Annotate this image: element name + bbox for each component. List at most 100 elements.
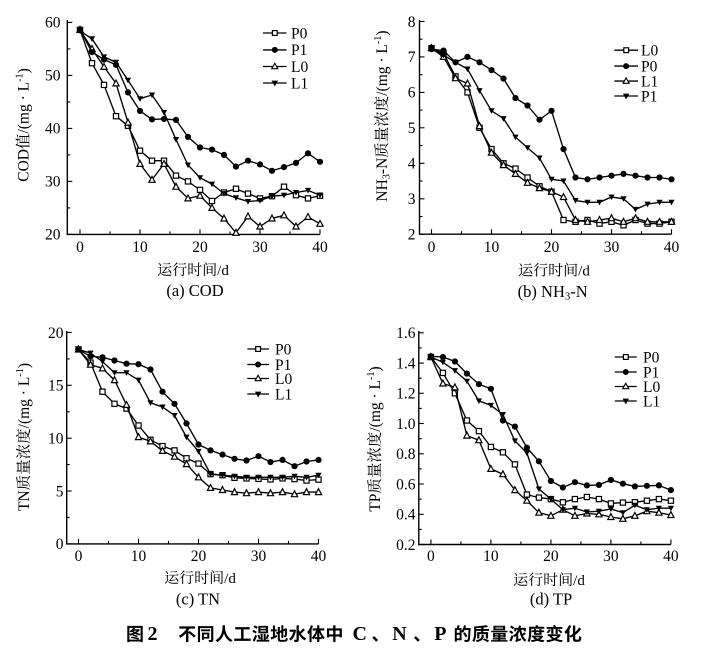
svg-text:0.4: 0.4 xyxy=(396,507,416,524)
svg-text:/d: /d xyxy=(224,571,236,587)
svg-text:40: 40 xyxy=(664,239,680,256)
svg-text:/d: /d xyxy=(217,263,229,279)
svg-text:P: P xyxy=(434,623,446,645)
svg-text:20: 20 xyxy=(543,548,559,565)
svg-text:P0: P0 xyxy=(641,58,658,75)
svg-text:20: 20 xyxy=(192,239,208,256)
svg-text:L0: L0 xyxy=(275,371,292,388)
svg-text:20: 20 xyxy=(544,239,560,256)
svg-text:1.6: 1.6 xyxy=(396,325,416,342)
svg-text:P0: P0 xyxy=(291,25,308,42)
svg-text:): ) xyxy=(16,68,33,73)
svg-text:-N: -N xyxy=(570,282,587,301)
svg-text:-N: -N xyxy=(374,158,391,174)
svg-text:40: 40 xyxy=(45,121,61,138)
svg-text:TP: TP xyxy=(367,494,384,512)
svg-text:COD: COD xyxy=(16,149,33,182)
svg-text:3: 3 xyxy=(408,191,416,208)
svg-text:10: 10 xyxy=(132,239,148,256)
svg-text:0.8: 0.8 xyxy=(396,446,416,463)
svg-text:2: 2 xyxy=(148,623,158,645)
svg-text:L1: L1 xyxy=(643,393,660,410)
svg-text:0: 0 xyxy=(428,239,436,256)
svg-text:NH: NH xyxy=(374,179,391,201)
svg-text:5: 5 xyxy=(56,483,64,500)
svg-text:0.6: 0.6 xyxy=(396,476,416,493)
svg-text:P1: P1 xyxy=(643,364,659,381)
svg-text:(c) TN: (c) TN xyxy=(176,590,220,609)
svg-text:30: 30 xyxy=(45,174,61,191)
svg-text:30: 30 xyxy=(603,548,619,565)
svg-text:8: 8 xyxy=(408,14,416,31)
svg-text:40: 40 xyxy=(663,548,679,565)
svg-text:-1: -1 xyxy=(373,36,384,45)
svg-text:L1: L1 xyxy=(641,73,658,90)
svg-text:/(mg: /(mg xyxy=(367,402,384,432)
svg-text:1.2: 1.2 xyxy=(396,386,415,403)
svg-text:/(mg: /(mg xyxy=(374,66,391,96)
svg-text:L0: L0 xyxy=(641,43,658,60)
svg-text:): ) xyxy=(374,30,391,35)
svg-text:0: 0 xyxy=(56,536,64,553)
svg-text:7: 7 xyxy=(408,49,416,66)
svg-text:10: 10 xyxy=(131,548,147,565)
svg-text:C: C xyxy=(353,623,367,645)
svg-text:/d: /d xyxy=(573,573,585,589)
svg-text:10: 10 xyxy=(48,431,64,448)
svg-text:(b) NH: (b) NH xyxy=(518,282,565,301)
svg-text:6: 6 xyxy=(408,85,416,102)
svg-text:L1: L1 xyxy=(275,386,292,403)
svg-text:1.0: 1.0 xyxy=(396,416,416,433)
svg-text:(d) TP: (d) TP xyxy=(530,589,572,608)
svg-text:0: 0 xyxy=(76,239,84,256)
svg-text:L: L xyxy=(16,82,33,91)
svg-text:L0: L0 xyxy=(291,59,308,76)
svg-text:·: · xyxy=(374,54,391,67)
svg-text:P1: P1 xyxy=(275,357,291,374)
svg-text:P1: P1 xyxy=(291,42,307,59)
svg-text:10: 10 xyxy=(484,239,500,256)
svg-text:1.4: 1.4 xyxy=(396,355,416,372)
svg-text:0.2: 0.2 xyxy=(396,537,415,554)
svg-text:-1: -1 xyxy=(366,371,377,380)
svg-text:30: 30 xyxy=(251,548,267,565)
svg-text:L: L xyxy=(374,44,391,53)
svg-text:P0: P0 xyxy=(275,341,292,358)
svg-text:/d: /d xyxy=(578,263,590,279)
svg-text:-1: -1 xyxy=(15,73,26,82)
svg-text:P1: P1 xyxy=(641,88,657,105)
svg-text:(a) COD: (a) COD xyxy=(166,281,223,300)
svg-text:50: 50 xyxy=(45,68,61,85)
svg-text:0: 0 xyxy=(75,548,83,565)
svg-text:3: 3 xyxy=(565,290,571,302)
svg-text:20: 20 xyxy=(191,548,207,565)
svg-text:0: 0 xyxy=(427,548,435,565)
svg-text:40: 40 xyxy=(311,548,327,565)
svg-text:/(mg: /(mg xyxy=(16,104,33,134)
svg-text:40: 40 xyxy=(312,239,328,256)
svg-text:L: L xyxy=(16,377,33,386)
svg-text:2: 2 xyxy=(408,227,416,244)
svg-text:3: 3 xyxy=(381,174,392,179)
svg-text:15: 15 xyxy=(48,378,64,395)
svg-text:5: 5 xyxy=(408,120,416,137)
svg-text:60: 60 xyxy=(45,15,61,32)
svg-text:L1: L1 xyxy=(291,75,308,92)
svg-text:TN: TN xyxy=(16,490,33,511)
svg-text:·: · xyxy=(16,386,33,399)
svg-text:P0: P0 xyxy=(643,349,660,366)
svg-text:): ) xyxy=(367,366,384,371)
svg-text:4: 4 xyxy=(408,156,416,173)
svg-text:L0: L0 xyxy=(643,379,660,396)
svg-text:L: L xyxy=(367,380,384,389)
svg-text:30: 30 xyxy=(604,239,620,256)
svg-text:-1: -1 xyxy=(15,368,26,377)
svg-text:·: · xyxy=(16,91,33,104)
svg-text:·: · xyxy=(367,389,384,402)
svg-text:30: 30 xyxy=(252,239,268,256)
svg-text:N: N xyxy=(392,623,407,645)
svg-text:/(mg: /(mg xyxy=(16,399,33,429)
svg-text:20: 20 xyxy=(45,227,61,244)
svg-text:): ) xyxy=(16,363,33,368)
svg-text:10: 10 xyxy=(483,548,499,565)
